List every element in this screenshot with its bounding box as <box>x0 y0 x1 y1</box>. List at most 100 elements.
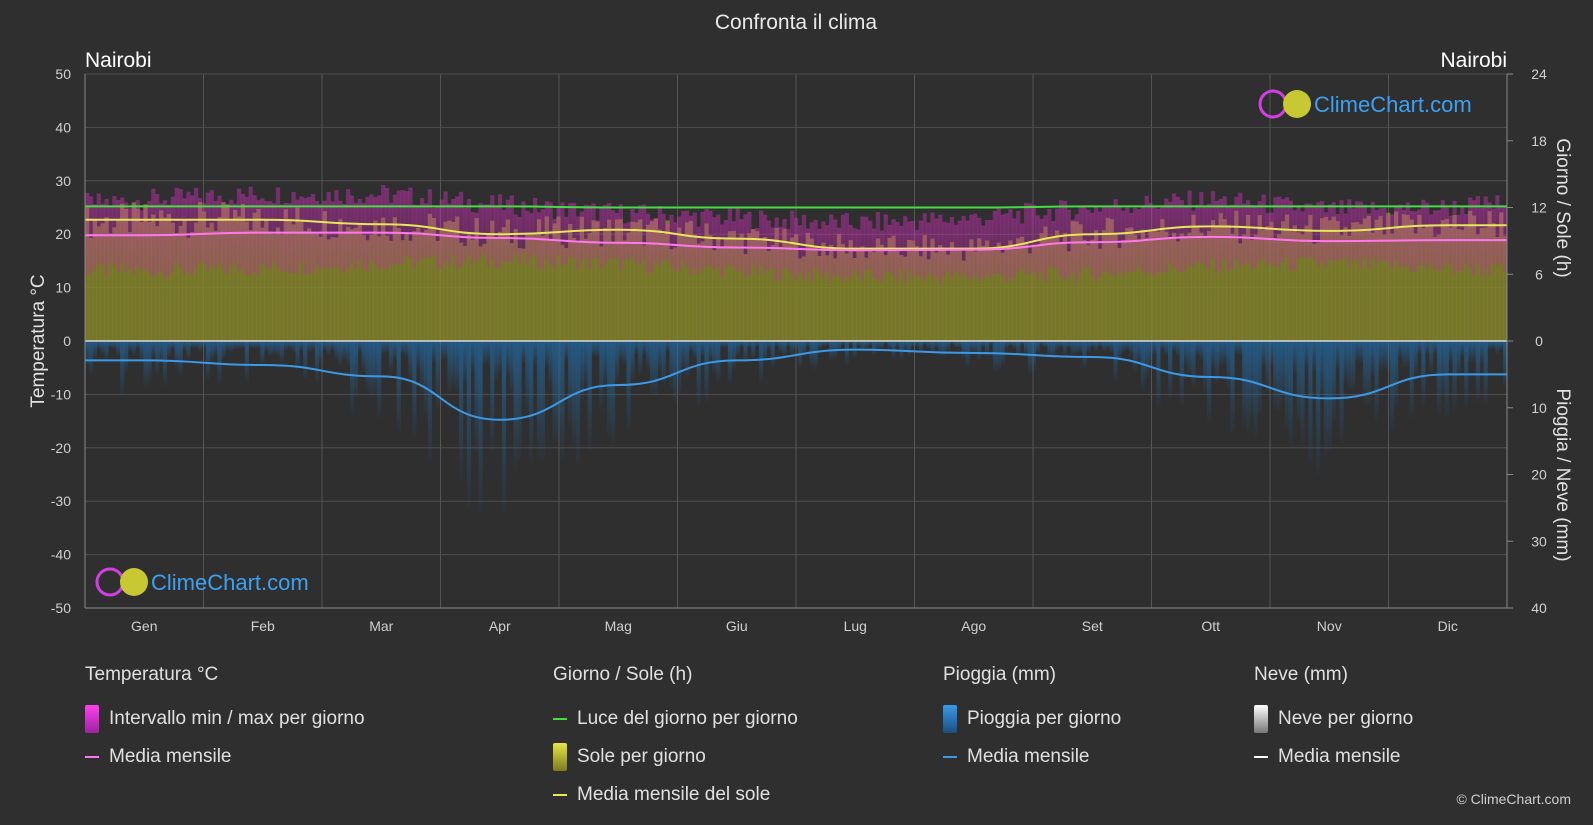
x-tick-label: Feb <box>251 618 275 634</box>
y-right-bottom-tick-label: 10 <box>1531 400 1547 416</box>
rain-day-bar <box>864 341 869 349</box>
temp-day-bar <box>392 194 397 264</box>
sun-day-bar <box>536 219 542 341</box>
axes: 50 40 30 20 10 0 -10 -20 -30 -40 -50 24 18 12 6 0 10 20 30… <box>51 66 1547 634</box>
sun-day-bar <box>334 237 339 341</box>
temp-day-bar <box>614 213 620 258</box>
rain-day-bar <box>299 341 304 351</box>
sun-day-bar <box>404 233 409 341</box>
temp-day-bar <box>451 199 456 256</box>
sun-day-bar <box>848 240 853 341</box>
rain-day-bar <box>322 341 327 351</box>
y-left-tick-label: -30 <box>51 493 71 509</box>
sun-day-bar <box>712 250 717 341</box>
rain-day-bar <box>1261 341 1266 367</box>
temp-day-bar <box>388 202 394 266</box>
x-tick-label: Mag <box>605 618 632 634</box>
temp-mean-swatch <box>85 756 99 758</box>
rain-day-bar <box>1397 341 1403 358</box>
rain-day-bar <box>1125 341 1130 351</box>
rain-day-bar <box>1394 341 1399 408</box>
sun-day-bar <box>166 213 172 341</box>
temp-day-bar <box>1238 192 1243 267</box>
sun-day-bar <box>949 242 955 341</box>
rain-day-bar <box>1429 341 1434 373</box>
rain-day-bar <box>1105 341 1110 350</box>
rain-day-bar <box>700 341 705 356</box>
x-tick-label: Nov <box>1317 618 1342 634</box>
sun-day-bar <box>778 246 783 341</box>
sun-day-bar <box>560 244 565 341</box>
sun-day-bar <box>1031 245 1036 341</box>
sun-day-bar <box>1292 225 1297 341</box>
rain-day-bar <box>871 341 877 355</box>
temp-day-bar <box>178 188 183 268</box>
sun-day-bar <box>112 227 117 341</box>
sun-day-bar <box>1460 229 1465 341</box>
temp-day-bar <box>412 204 417 269</box>
temp-day-bar <box>696 226 701 275</box>
sun-day-bar <box>501 227 507 341</box>
y-left-tick-label: 20 <box>55 226 71 242</box>
temp-day-bar <box>1000 214 1005 277</box>
temp-day-bar <box>1199 192 1204 264</box>
temp-day-bar <box>603 204 608 265</box>
sun-day-bar <box>1086 244 1091 341</box>
sun-day-bar <box>1448 227 1453 341</box>
temp-day-bar <box>1097 211 1103 278</box>
sun-day-bar <box>349 229 355 341</box>
rain-day-bar <box>548 341 553 388</box>
temp-day-bar <box>1401 209 1407 267</box>
sun-day-bar <box>240 203 246 341</box>
temp-day-bar <box>1175 196 1181 272</box>
sun-day-bar <box>443 221 448 341</box>
sun-day-bar <box>408 240 413 341</box>
temp-day-bar <box>1125 207 1130 272</box>
temp-day-bar <box>194 187 199 270</box>
temp-day-bar <box>509 195 514 262</box>
rain-day-bar <box>1245 341 1251 434</box>
sun-day-bar <box>1405 214 1410 341</box>
sun-day-bar <box>953 249 958 341</box>
rain-day-bar <box>607 341 612 437</box>
sun-day-bar <box>556 216 561 341</box>
temp-day-bar <box>1343 213 1348 259</box>
rain-day-bar <box>1136 341 1142 363</box>
sun-day-bar <box>1164 231 1169 341</box>
rain-day-bar <box>1382 341 1387 368</box>
temp-day-bar <box>684 210 690 268</box>
temp-range-swatch <box>85 705 99 733</box>
sun-day-bar <box>1366 215 1371 341</box>
rain-day-bar <box>1031 341 1036 372</box>
sun-day-bar <box>1039 233 1044 341</box>
temp-day-bar <box>1078 206 1083 273</box>
rain-day-bar <box>942 341 947 357</box>
rain-day-bar <box>848 341 853 344</box>
temp-day-bar <box>1288 200 1294 271</box>
sun-day-bar <box>1160 219 1165 341</box>
y-right-top-tick-label: 24 <box>1531 66 1547 82</box>
temp-day-bar <box>431 207 436 256</box>
rain-day-bar <box>92 341 97 359</box>
sun-day-bar <box>1144 237 1149 341</box>
rain-day-bar <box>770 341 775 369</box>
daylight-line <box>85 205 1507 209</box>
sun-day-bar <box>494 238 499 341</box>
sun-day-bar <box>630 221 635 341</box>
temp-day-bar <box>731 221 736 267</box>
rain-day-bar <box>704 341 709 403</box>
temp-day-bar <box>303 197 308 275</box>
rain-day-bar <box>1070 341 1075 355</box>
temp-day-bar <box>217 195 222 263</box>
sun-day-bar <box>1023 242 1029 341</box>
rain-day-bar <box>131 341 136 356</box>
temp-day-bar <box>1082 205 1087 267</box>
sun-day-bar <box>969 239 974 341</box>
sun-day-bar <box>1136 239 1142 341</box>
rain-day-bar <box>977 341 982 361</box>
rain-day-bar <box>1101 341 1107 352</box>
temp-day-bar <box>1409 210 1414 273</box>
sun-day-bar <box>1308 215 1313 341</box>
rain-day-bar <box>155 341 160 373</box>
rain-day-bar <box>681 341 686 367</box>
